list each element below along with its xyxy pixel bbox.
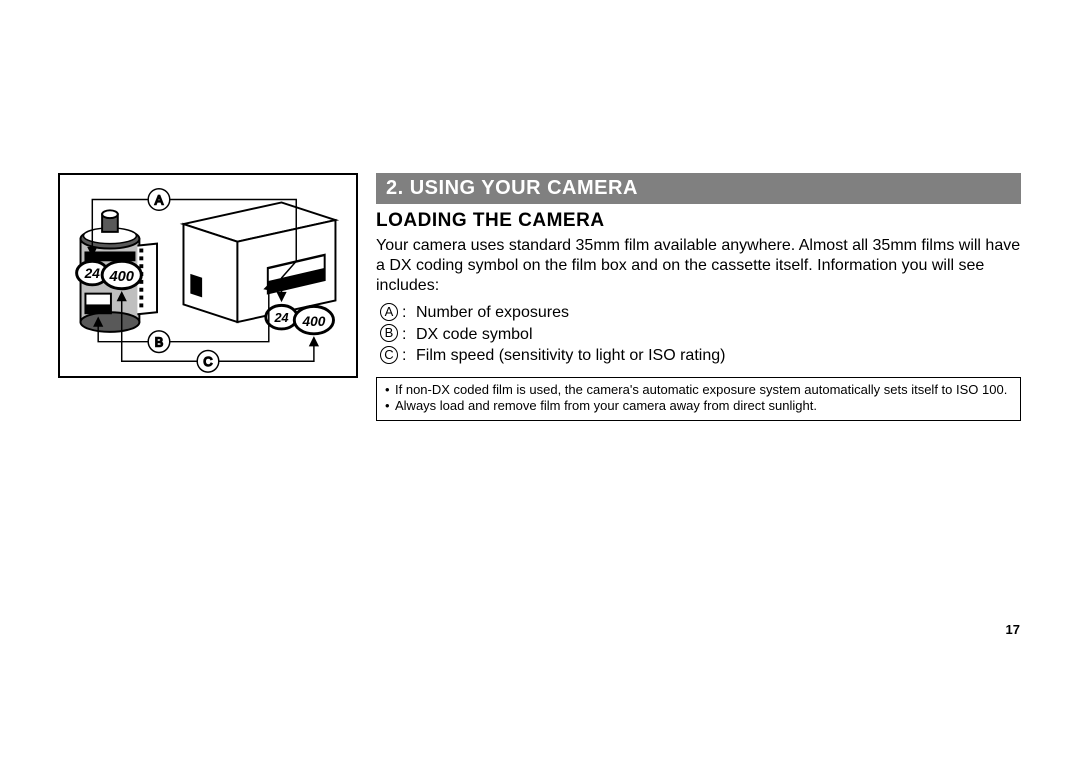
note-item: • If non-DX coded film is used, the came… — [385, 382, 1012, 398]
note-text: Always load and remove film from your ca… — [395, 398, 817, 414]
notes-box: • If non-DX coded film is used, the came… — [376, 377, 1021, 422]
film-canister-illustration: 24 400 — [77, 210, 157, 332]
definition-text: DX code symbol — [416, 324, 1021, 346]
note-text: If non-DX coded film is used, the camera… — [395, 382, 1007, 398]
definition-list: A : Number of exposures B : DX code symb… — [376, 302, 1021, 367]
callout-letter: B — [380, 324, 398, 342]
definition-text: Film speed (sensitivity to light or ISO … — [416, 345, 1021, 367]
definition-text: Number of exposures — [416, 302, 1021, 324]
svg-text:C: C — [203, 354, 212, 369]
page-number: 17 — [1006, 622, 1020, 637]
svg-text:A: A — [155, 192, 164, 207]
svg-text:400: 400 — [301, 314, 325, 329]
note-item: • Always load and remove film from your … — [385, 398, 1012, 414]
figure-frame: 24 400 24 400 A — [58, 173, 358, 378]
definition-row: A : Number of exposures — [376, 302, 1021, 324]
text-column: 2. USING YOUR CAMERA LOADING THE CAMERA … — [376, 173, 1021, 421]
film-diagram: 24 400 24 400 A — [60, 175, 356, 376]
definition-row: B : DX code symbol — [376, 324, 1021, 346]
body-paragraph: Your camera uses standard 35mm film avai… — [376, 236, 1021, 296]
svg-text:400: 400 — [108, 269, 134, 285]
film-box-illustration — [183, 202, 335, 322]
section-header: 2. USING YOUR CAMERA — [376, 173, 1021, 204]
subsection-header: LOADING THE CAMERA — [376, 210, 1021, 232]
svg-text:B: B — [155, 335, 163, 350]
definition-row: C : Film speed (sensitivity to light or … — [376, 345, 1021, 367]
box-detail-illustration: 24 400 — [266, 305, 334, 333]
svg-text:24: 24 — [273, 310, 288, 325]
callout-letter: A — [380, 303, 398, 321]
callout-letter: C — [380, 346, 398, 364]
manual-page: 24 400 24 400 A — [0, 0, 1080, 763]
svg-text:24: 24 — [84, 266, 101, 281]
